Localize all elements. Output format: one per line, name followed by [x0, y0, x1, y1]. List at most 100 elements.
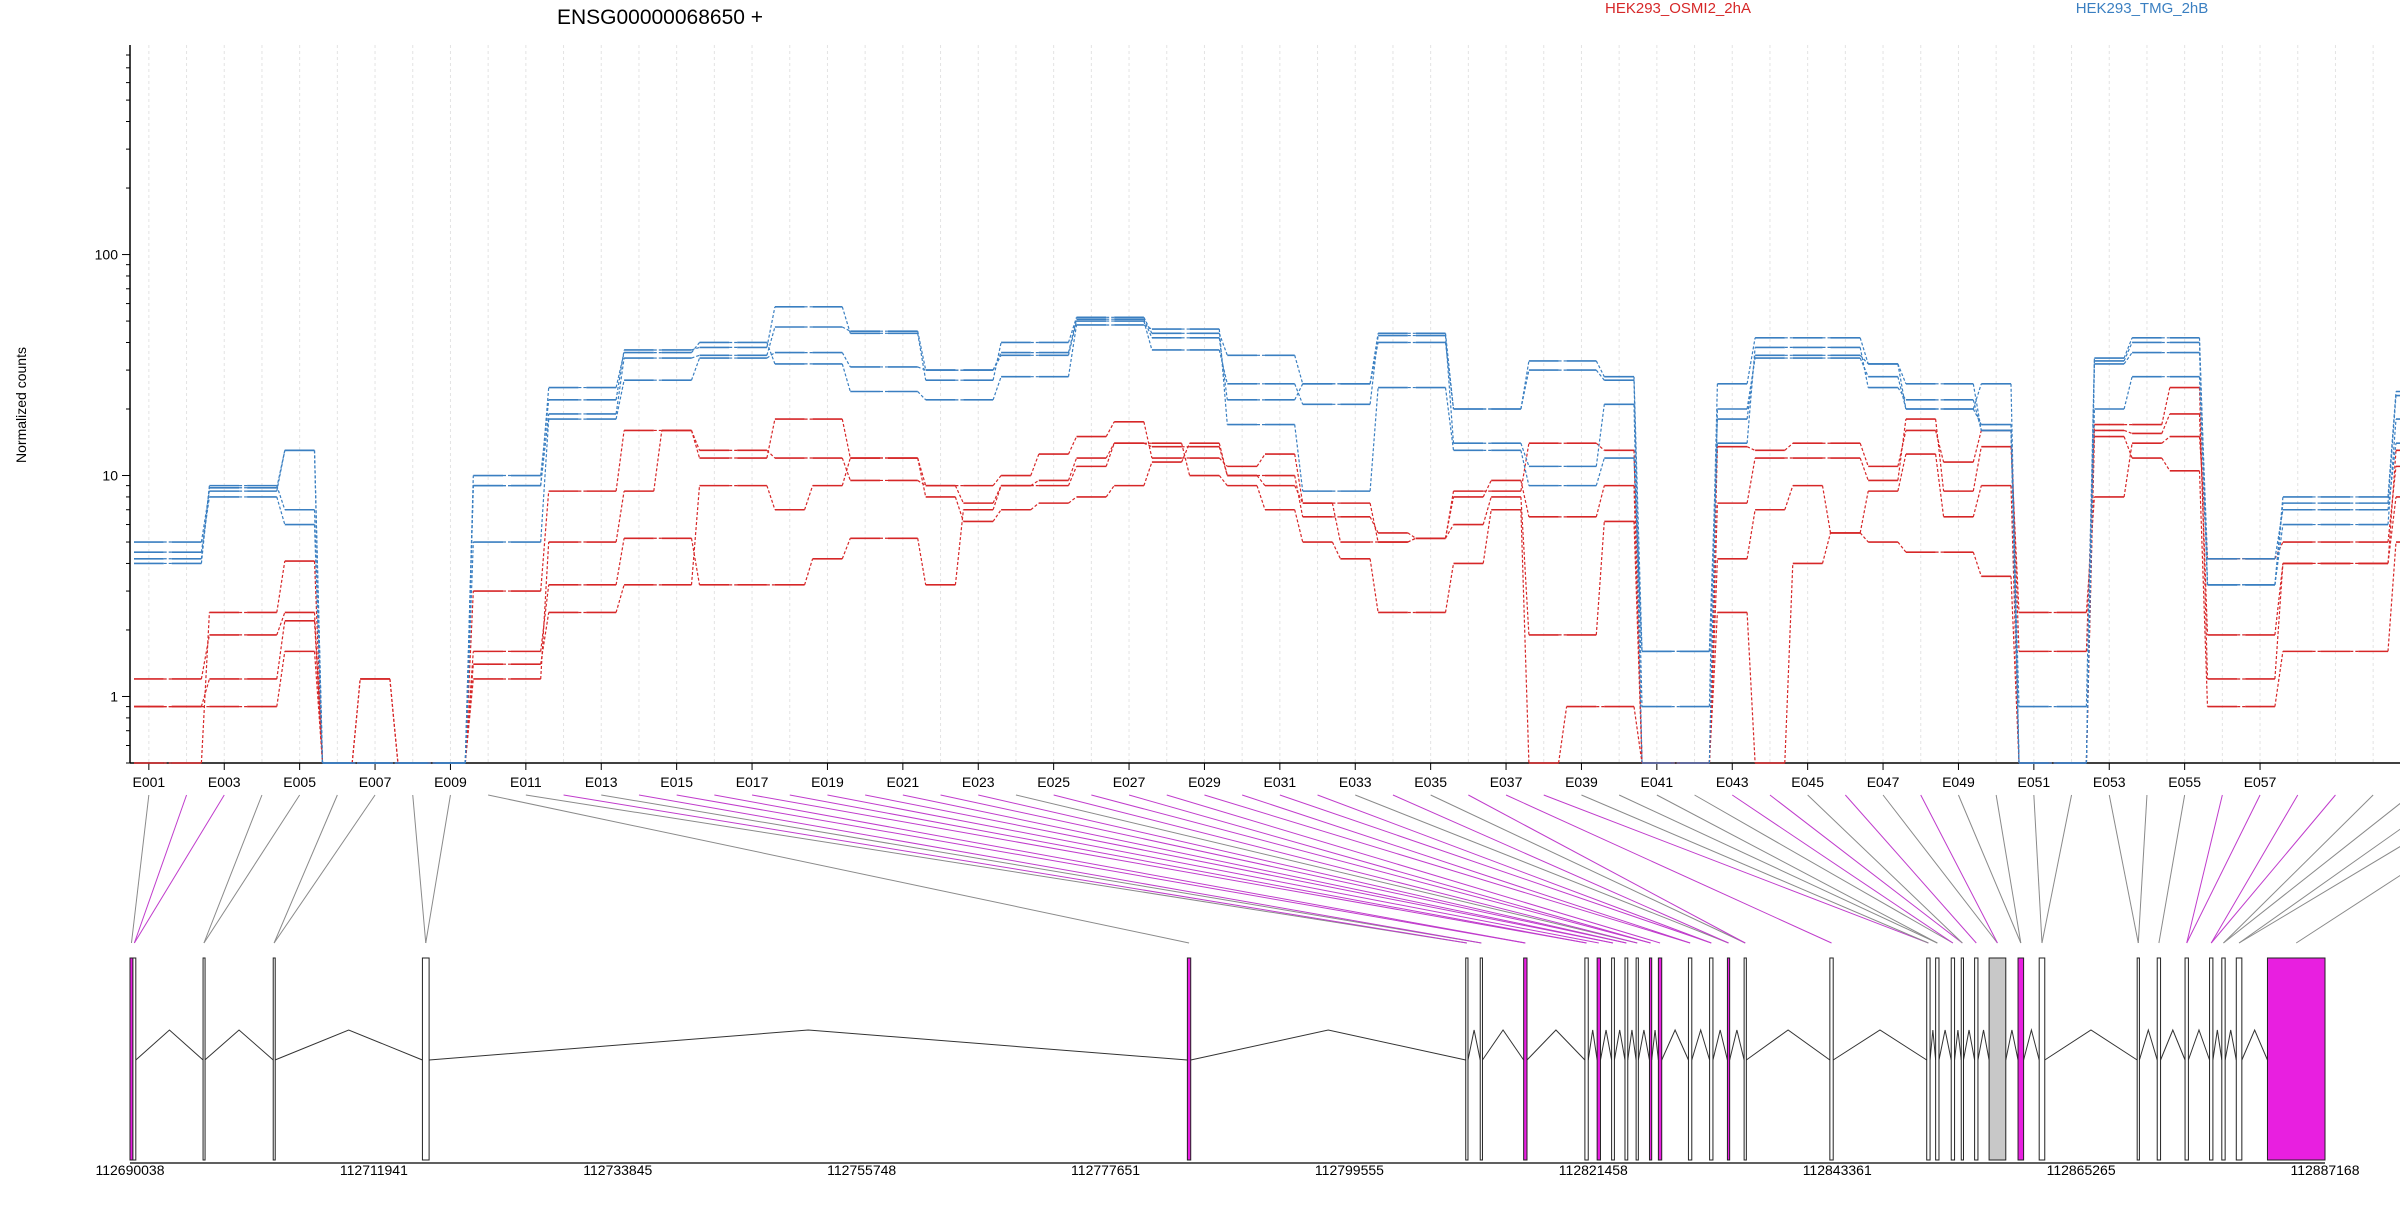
series-connector [1143, 318, 1153, 339]
intron-line [429, 1029, 1188, 1061]
x-tick-label: E043 [1716, 774, 1749, 790]
series-connector [276, 560, 286, 613]
exon-box [202, 957, 206, 1161]
series-connector [766, 342, 776, 365]
exon-box [1687, 957, 1693, 1161]
series-connector [1030, 453, 1040, 476]
series-line [134, 386, 2400, 764]
exon-connector [1769, 794, 1963, 944]
intron-line [1467, 1029, 1481, 1061]
exon-connector [1505, 794, 1832, 944]
exon-connector [1581, 794, 1929, 944]
exon-connector [133, 794, 225, 944]
series-connector [1520, 360, 1530, 410]
series-connector [1444, 524, 1455, 539]
exon-box [1935, 957, 1940, 1161]
exon-connector [1015, 794, 1638, 944]
series-connector [2274, 524, 2284, 585]
series-connector [1708, 503, 1718, 764]
x-tick-label: E041 [1640, 774, 1673, 790]
exon-connector [563, 794, 1467, 944]
exon-box [2221, 957, 2226, 1161]
series-connector [2387, 466, 2397, 543]
series-connector [1067, 466, 1078, 486]
series-connector [1897, 430, 1907, 467]
series-connector [1294, 454, 1304, 504]
series-line [134, 324, 2400, 764]
y-tick-label: 100 [95, 247, 119, 263]
exon-connector [827, 794, 1599, 944]
intron-line [2224, 1029, 2237, 1061]
series-connector [804, 558, 814, 586]
x-tick-label: E049 [1942, 774, 1975, 790]
intron-line [135, 1029, 204, 1061]
series-connector [1897, 363, 1907, 410]
exon-box [2136, 957, 2140, 1161]
intron-line [204, 1029, 274, 1061]
series-connector [2274, 503, 2284, 585]
series-connector [841, 538, 851, 559]
series-connector [276, 450, 286, 492]
series-connector [615, 380, 625, 420]
series-connector [2161, 457, 2171, 472]
exon-connector [2223, 794, 2374, 944]
exon-box [1709, 957, 1714, 1161]
genomic-tick-label: 112733845 [583, 1162, 652, 1178]
series-connector [1897, 363, 1907, 385]
series-connector [1746, 457, 1756, 504]
exon-connector [1317, 794, 1712, 944]
series-connector [2274, 563, 2284, 635]
intron-line [1938, 1029, 1952, 1061]
series-connector [1218, 333, 1228, 356]
series-connector [313, 620, 324, 764]
series-connector [1746, 509, 1756, 559]
series-connector [615, 584, 625, 613]
intron-line [1661, 1028, 1689, 1061]
series-line [134, 418, 2400, 764]
series-connector [917, 479, 927, 487]
series-connector [1482, 496, 1492, 525]
series-line [134, 320, 2400, 764]
series-connector [1859, 354, 1869, 365]
series-connector [1067, 319, 1078, 353]
series-connector [1859, 443, 1869, 467]
exon-connector [1091, 794, 1651, 944]
series-connector [1369, 335, 1379, 405]
exon-box [421, 957, 430, 1161]
series-connector [1558, 706, 1568, 764]
gene-title: ENSG00000068650 + [557, 6, 763, 29]
series-connector [615, 538, 625, 585]
series-connector [464, 475, 474, 764]
series-connector [1482, 509, 1492, 564]
series-connector [1030, 479, 1040, 487]
exon-box [1635, 957, 1639, 1161]
series-connector [540, 584, 550, 652]
series-connector [464, 678, 474, 764]
x-tick-label: E005 [283, 774, 316, 790]
series-connector [1633, 376, 1643, 652]
x-tick-label: E011 [510, 774, 542, 790]
series-connector [917, 538, 927, 585]
intron-line [1712, 1029, 1728, 1061]
series-connector [200, 485, 210, 564]
series-connector [1746, 612, 1756, 764]
genomic-tick-label: 112865265 [2047, 1162, 2116, 1178]
series-connector [276, 485, 286, 510]
series-connector [1067, 324, 1078, 377]
series-connector [1746, 337, 1756, 384]
series-connector [615, 491, 625, 543]
x-tick-label: E001 [132, 774, 165, 790]
genomic-tick-label: 112690038 [95, 1162, 164, 1178]
series-connector [1595, 457, 1605, 486]
series-connector [1407, 537, 1417, 543]
series-connector [1294, 509, 1304, 543]
series-connector [540, 491, 550, 592]
series-connector [1444, 387, 1455, 451]
exon-connector [601, 794, 1482, 944]
exon-connector [940, 794, 1627, 944]
series-connector [2387, 541, 2397, 652]
series-connector [1972, 485, 1982, 518]
exon-connector [865, 794, 1614, 944]
intron-line [1190, 1029, 1466, 1061]
